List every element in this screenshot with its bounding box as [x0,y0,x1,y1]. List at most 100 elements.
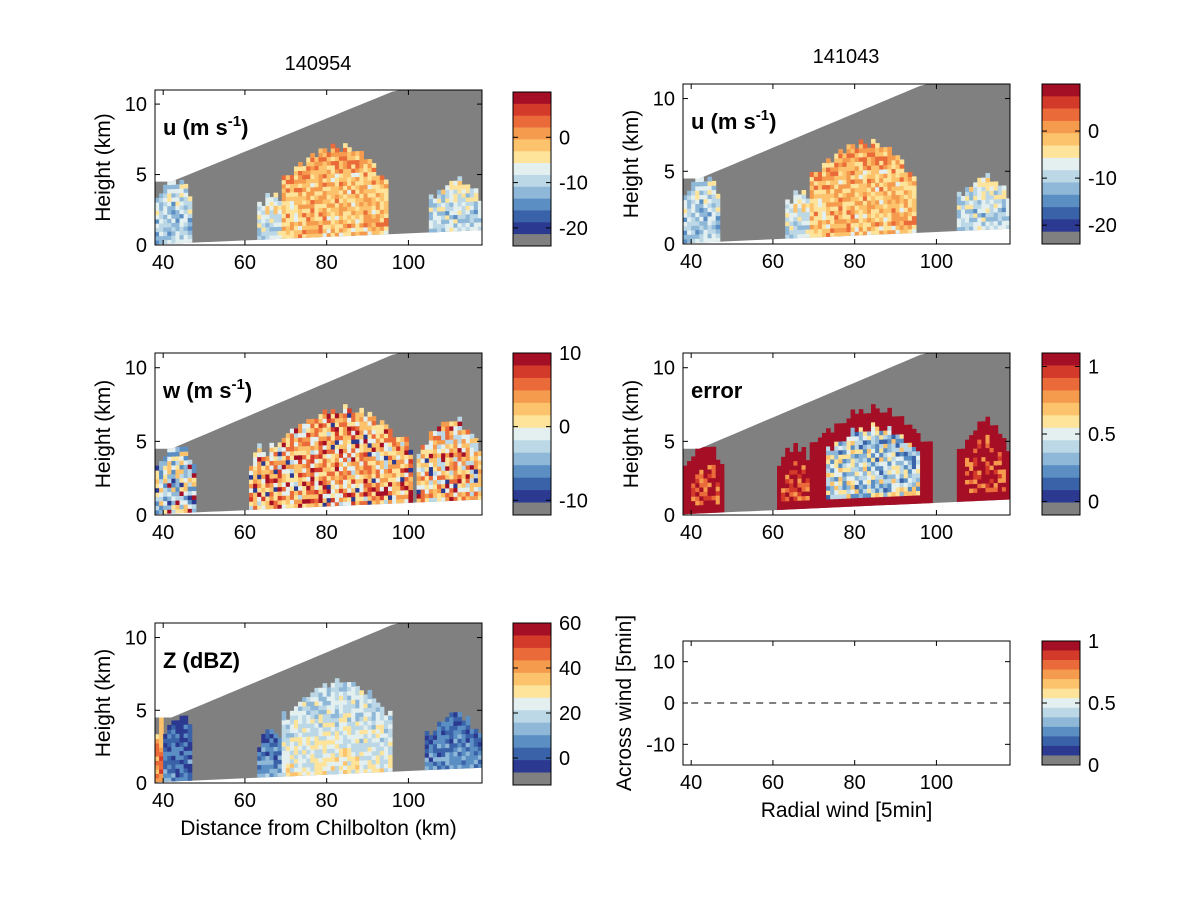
data-cell [879,456,884,462]
data-cell [887,421,892,427]
data-cell [715,481,721,487]
data-cell [879,230,884,236]
data-cell [826,223,831,229]
data-cell [302,166,307,171]
data-cell [862,226,868,232]
data-cell [171,720,176,726]
data-cell [359,742,364,748]
data-cell [449,434,454,440]
data-cell [298,170,303,176]
data-cell [854,205,860,210]
colorbar-segment [1042,755,1080,766]
data-cell [289,503,295,509]
data-cell [183,728,189,734]
data-cell [310,220,315,226]
data-cell [187,776,193,782]
data-cell [343,151,348,157]
data-cell [387,437,393,443]
data-cell [167,184,172,190]
data-cell [453,434,458,440]
data-cell [973,208,978,214]
data-cell [883,412,888,418]
data-cell [960,226,966,232]
data-cell [334,756,340,762]
data-cell [711,482,717,487]
data-cell [981,461,986,466]
data-cell [371,442,377,448]
data-cell [846,148,852,154]
data-cell [408,454,414,460]
data-cell [338,185,344,191]
data-cell [306,753,311,759]
data-cell [441,747,446,753]
data-cell [445,751,450,757]
data-cell [187,495,193,501]
data-cell [432,730,438,736]
data-cell [314,480,319,486]
data-cell [687,469,692,475]
data-cell [899,455,905,461]
data-cell [318,203,324,209]
x-tick-label: 40 [152,522,174,544]
data-cell [793,500,798,506]
data-cell [310,161,315,167]
data-cell [871,448,876,454]
data-cell [469,218,475,223]
data-cell [453,218,458,224]
data-cell [441,765,446,771]
data-cell [854,440,860,446]
data-cell [281,754,287,760]
data-cell [371,192,377,198]
data-cell [695,181,700,187]
data-cell [363,180,369,186]
data-cell [465,733,471,739]
data-cell [343,417,348,423]
data-cell [338,708,344,714]
data-cell [907,211,913,217]
data-cell [383,455,389,461]
data-cell [330,156,336,162]
data-cell [858,497,864,503]
data-cell [866,435,872,441]
data-cell [330,761,336,767]
data-cell [175,742,181,747]
data-cell [875,452,880,458]
data-cell [441,743,446,749]
data-cell [408,458,414,464]
colorbar-segment [513,685,551,699]
data-cell [428,211,434,217]
y-axis-label: Height (km) [620,380,643,489]
data-cell [891,199,897,204]
data-cell [359,703,364,709]
data-cell [265,201,270,207]
data-cell [711,202,717,208]
data-cell [347,434,352,440]
data-cell [387,719,393,725]
data-cell [183,719,189,725]
data-cell [793,447,798,453]
data-cell [318,165,324,171]
data-cell [477,226,482,231]
data-cell [432,215,438,221]
data-cell [318,753,324,759]
data-cell [355,434,360,440]
data-cell [977,208,982,214]
data-cell [387,446,393,452]
data-cell [793,456,798,462]
data-cell [338,168,344,174]
data-cell [989,491,995,497]
data-cell [854,209,860,215]
data-cell [437,452,442,458]
data-cell [281,188,287,193]
data-cell [367,729,373,735]
data-cell [298,166,303,171]
data-cell [687,509,692,515]
data-cell [273,222,279,228]
data-cell [163,456,168,462]
data-cell [711,455,717,461]
data-cell [171,180,176,185]
data-cell [293,481,299,487]
data-cell [871,213,876,218]
data-cell [461,451,467,457]
